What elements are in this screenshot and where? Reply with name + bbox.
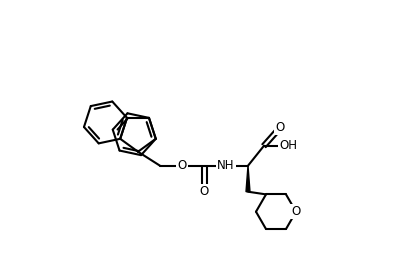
- Text: NH: NH: [217, 159, 235, 172]
- Polygon shape: [246, 166, 250, 192]
- Text: O: O: [177, 159, 187, 172]
- Text: OH: OH: [279, 139, 297, 152]
- Text: H: H: [222, 161, 230, 171]
- Text: O: O: [276, 121, 285, 134]
- Text: O: O: [200, 185, 208, 198]
- Text: O: O: [291, 205, 301, 218]
